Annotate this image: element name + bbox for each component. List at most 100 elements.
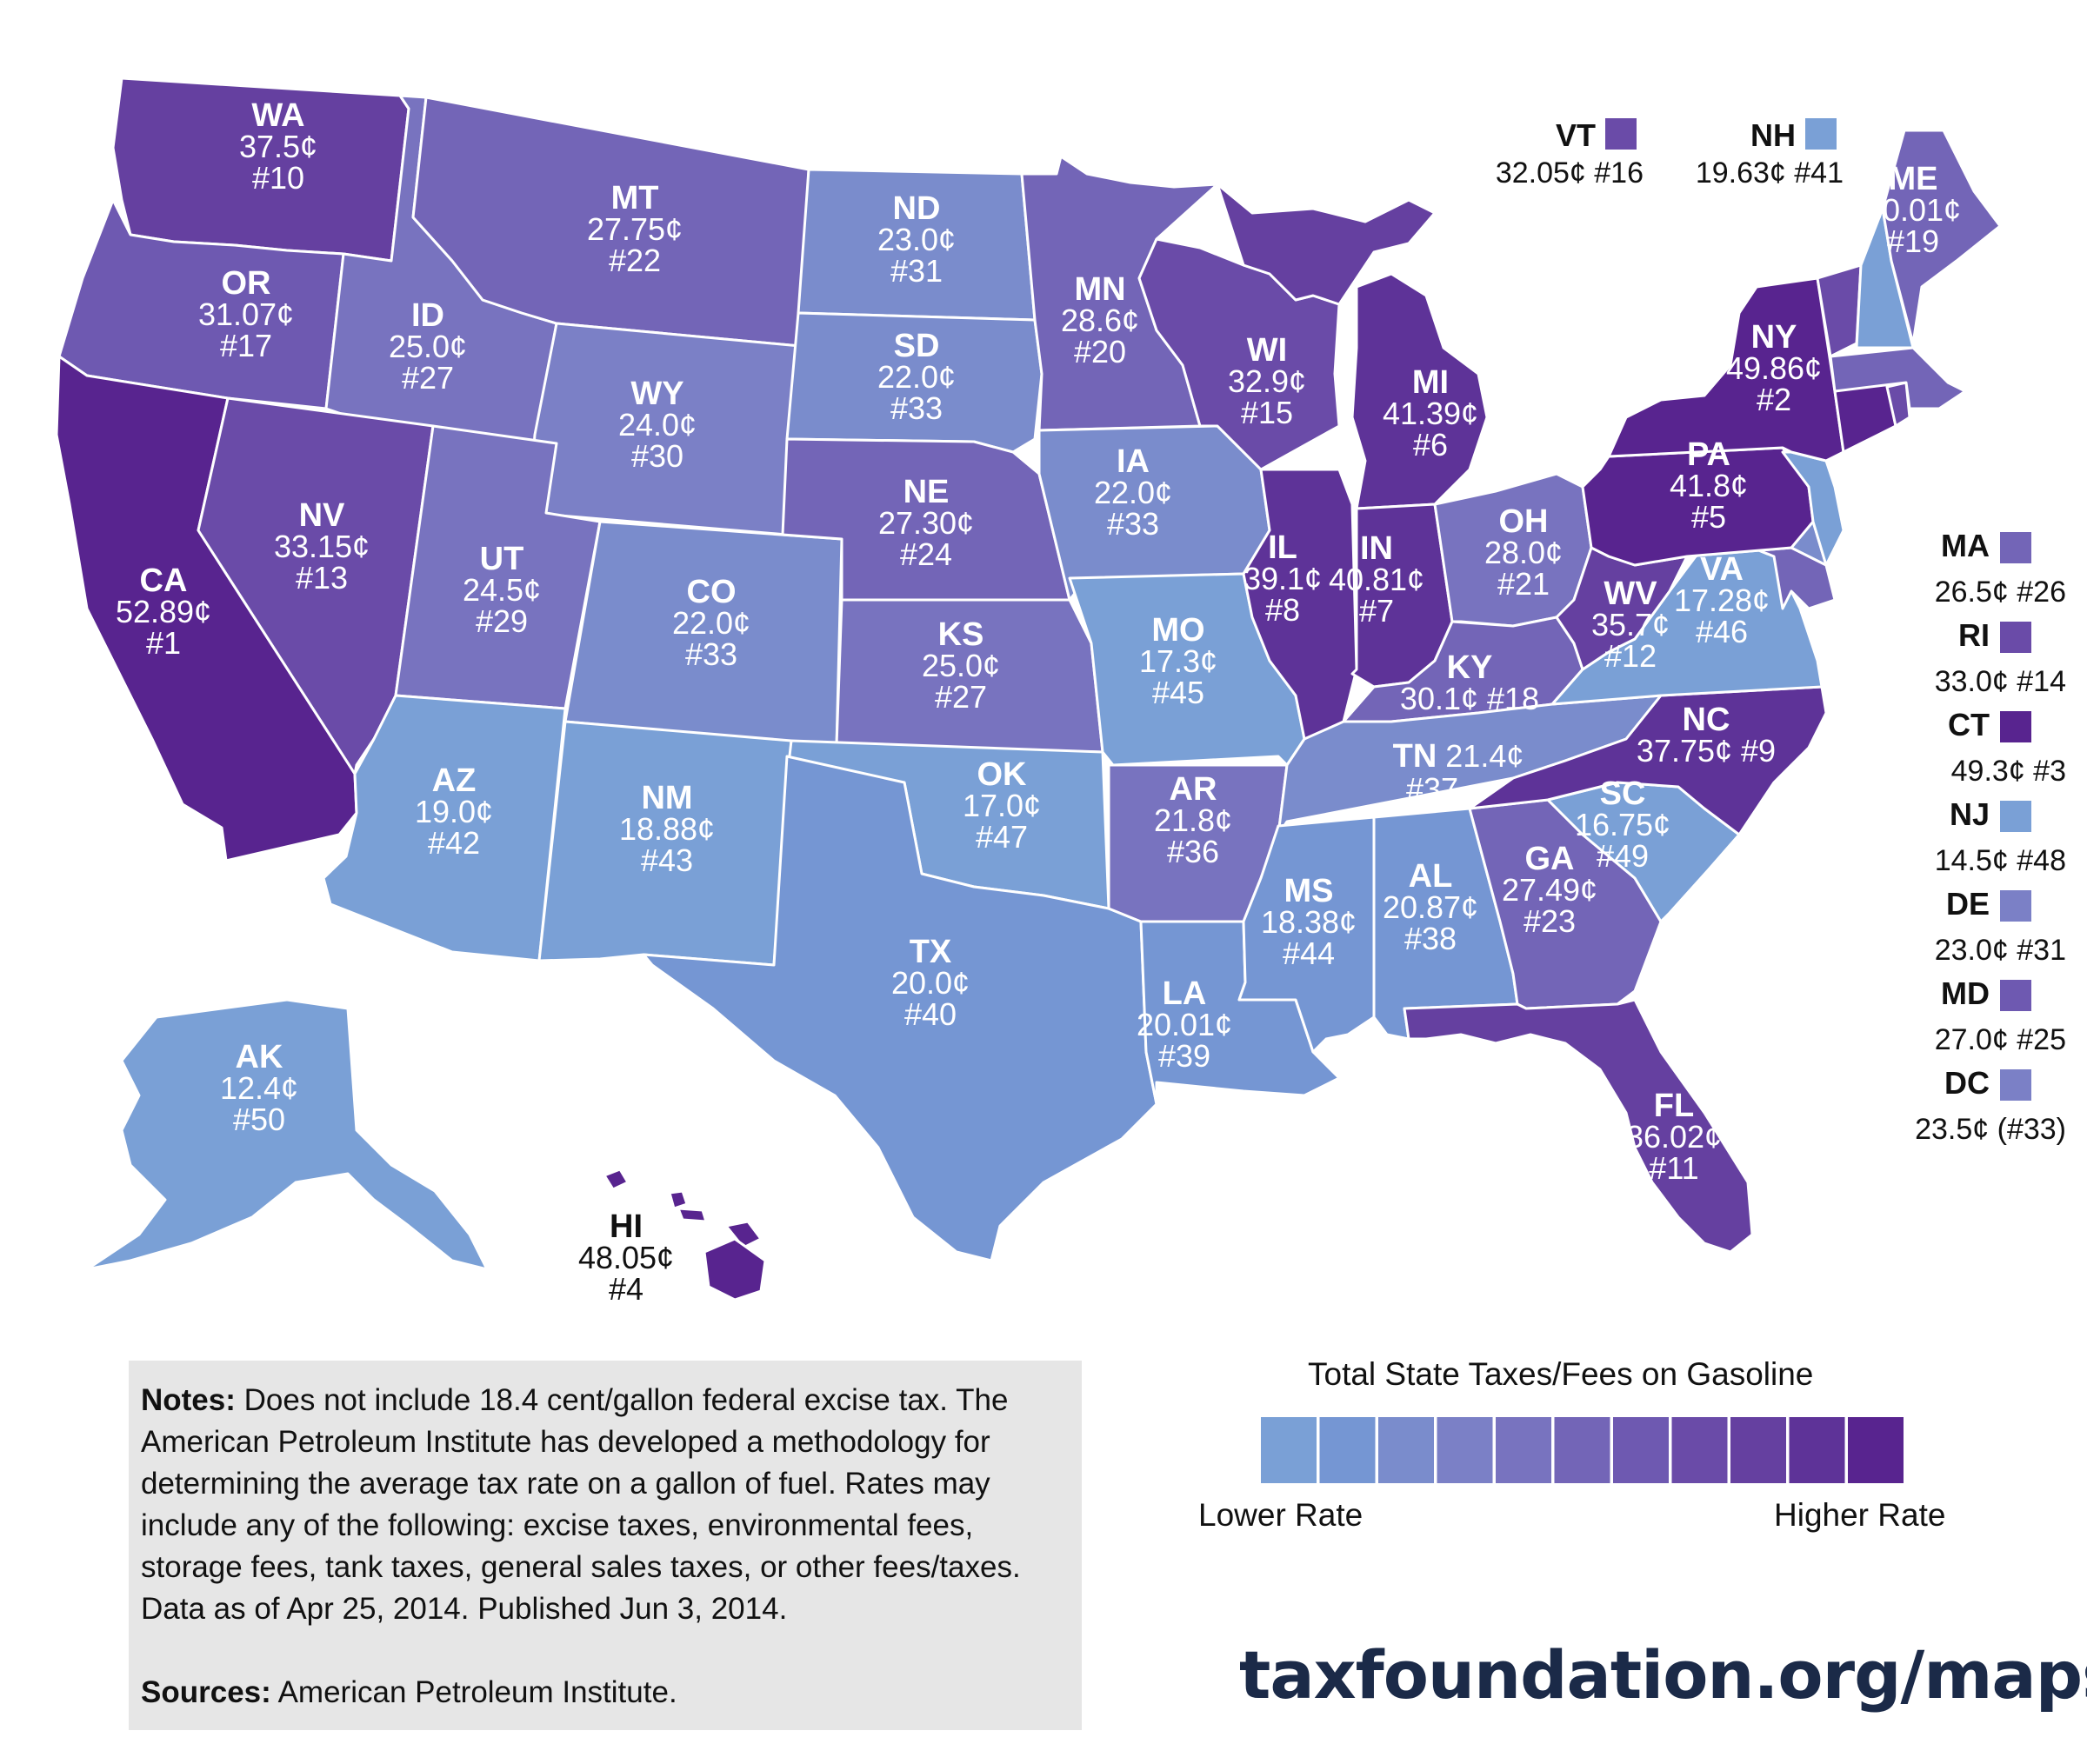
state-abbr-wa: WA [251, 97, 304, 134]
state-value-me: 30.01¢ [1865, 192, 1961, 228]
small-state-value-ct: 49.3¢ #3 [1951, 755, 2066, 788]
state-value-wy: 24.0¢ [618, 407, 697, 443]
state-rank-nd: #31 [890, 253, 943, 289]
state-rank-wa: #10 [252, 160, 304, 196]
notes-paragraph: Notes: Does not include 18.4 cent/gallon… [141, 1380, 1068, 1630]
color-scale-step [1378, 1417, 1434, 1483]
state-value-ks: 25.0¢ [922, 648, 1000, 683]
state-value-wi: 32.9¢ [1228, 363, 1306, 399]
state-value-ia: 22.0¢ [1094, 475, 1172, 510]
state-abbr-co: CO [687, 574, 737, 610]
state-abbr-sc: SC [1600, 775, 1646, 812]
small-state-abbr-vt: VT [1556, 117, 1596, 153]
state-value-ar: 21.8¢ [1154, 802, 1232, 838]
state-hi-1[interactable] [603, 1168, 630, 1191]
small-state-swatch-ri [2000, 622, 2031, 653]
state-abbr-la: LA [1163, 975, 1207, 1012]
state-abbr-nv: NV [299, 497, 345, 534]
small-state-swatch-ct [2000, 711, 2031, 742]
state-ct[interactable] [1833, 381, 1897, 454]
state-value-ak: 12.4¢ [220, 1070, 298, 1106]
state-ny[interactable] [1607, 276, 1845, 463]
state-pa[interactable] [1581, 446, 1815, 567]
state-rank-tx: #40 [904, 996, 957, 1032]
state-me[interactable] [1881, 129, 2002, 345]
state-abbr-ok: OK [977, 756, 1028, 793]
state-rank-ny: #2 [1757, 382, 1791, 417]
legend-title: Total State Taxes/Fees on Gasoline [1308, 1356, 1814, 1392]
small-state-value-ma: 26.5¢ #26 [1935, 576, 2066, 609]
state-rank-wy: #30 [631, 438, 683, 474]
state-value-id: 25.0¢ [389, 329, 467, 364]
small-state-abbr-ma: MA [1941, 528, 1990, 563]
state-value-mn: 28.6¢ [1061, 303, 1139, 338]
state-rank-mi: #6 [1413, 427, 1448, 463]
small-state-value-md: 27.0¢ #25 [1935, 1023, 2066, 1056]
state-abbr-mn: MN [1074, 271, 1125, 308]
state-abbr-fl: FL [1654, 1088, 1694, 1124]
state-abbr-me: ME [1889, 161, 1938, 197]
small-state-abbr-de: DE [1946, 886, 1990, 922]
state-value-fl: 36.02¢ [1626, 1119, 1722, 1155]
state-value-al: 20.87¢ [1383, 889, 1478, 925]
state-abbr-ne: NE [903, 474, 950, 510]
color-scale-step [1671, 1417, 1728, 1483]
state-value-nc: 37.75¢ #9 [1637, 733, 1776, 769]
state-rank-al: #38 [1404, 921, 1457, 956]
state-ak[interactable] [85, 998, 489, 1271]
state-value-mo: 17.3¢ [1139, 643, 1217, 679]
state-rank-id: #27 [402, 360, 454, 396]
state-nc[interactable] [1468, 685, 1828, 836]
state-rank-ok: #47 [976, 819, 1028, 855]
state-value-ky: 30.1¢ #18 [1400, 681, 1539, 716]
state-abbr-nm: NM [641, 780, 692, 816]
state-tx[interactable] [642, 755, 1158, 1262]
state-ma[interactable] [1829, 346, 1967, 410]
state-hi-3[interactable] [677, 1207, 708, 1223]
state-abbr-mo: MO [1151, 612, 1204, 649]
small-state-swatch-md [2000, 980, 2031, 1011]
small-state-value-nh: 19.63¢ #41 [1696, 156, 1844, 190]
color-scale-step [1437, 1417, 1493, 1483]
state-abbr-ar: AR [1170, 771, 1217, 808]
small-state-swatch-de [2000, 890, 2031, 922]
state-nj[interactable] [1781, 450, 1845, 567]
state-fl[interactable] [1403, 998, 1754, 1254]
state-wy[interactable] [527, 322, 802, 536]
state-rank-hi: #4 [609, 1271, 643, 1307]
state-value-nv: 33.15¢ [274, 529, 370, 564]
state-rank-wi: #15 [1241, 395, 1293, 430]
state-abbr-wi: WI [1247, 332, 1287, 369]
site-url-link[interactable]: taxfoundation.org/maps [1239, 1636, 2087, 1714]
state-abbr-ak: AK [236, 1039, 283, 1075]
state-value-nm: 18.88¢ [619, 811, 715, 847]
state-rank-mo: #45 [1152, 675, 1204, 710]
state-rank-ak: #50 [233, 1102, 285, 1137]
state-mi-up[interactable] [1216, 183, 1437, 306]
state-value-ok: 17.0¢ [963, 788, 1041, 823]
legend-high-label: Higher Rate [1774, 1497, 1946, 1533]
state-abbr-hi: HI [610, 1208, 643, 1245]
state-abbr-ca: CA [140, 562, 188, 599]
state-mi[interactable] [1350, 272, 1489, 510]
color-scale-step [1496, 1417, 1551, 1483]
small-state-abbr-ri: RI [1958, 617, 1990, 653]
state-abbr-wy: WY [630, 376, 683, 412]
color-scale-step [1554, 1417, 1610, 1483]
state-value-tx: 20.0¢ [891, 965, 970, 1001]
notes-label: Notes: [141, 1383, 236, 1417]
small-state-swatch-ma [2000, 532, 2031, 563]
state-abbr-ks: KS [938, 616, 984, 653]
state-hi-2[interactable] [668, 1189, 689, 1210]
state-wv[interactable] [1555, 546, 1689, 671]
state-abbr-in: IN [1360, 530, 1393, 567]
state-value-ms: 18.38¢ [1261, 904, 1357, 940]
state-value-ca: 52.89¢ [116, 594, 211, 629]
state-hi-5[interactable] [703, 1237, 767, 1301]
state-rank-ca: #1 [146, 625, 181, 661]
state-abbr-mt: MT [611, 180, 659, 216]
state-rank-in: #7 [1359, 593, 1394, 629]
state-rank-ga: #23 [1524, 903, 1576, 939]
small-state-value-de: 23.0¢ #31 [1935, 934, 2066, 967]
